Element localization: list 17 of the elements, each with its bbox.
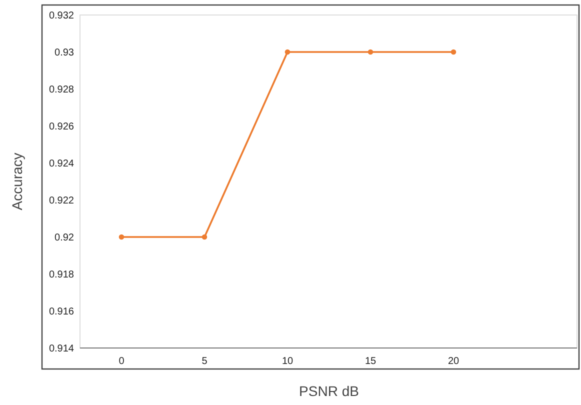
y-tick-label: 0.92	[54, 232, 74, 244]
x-axis-title: PSNR dB	[299, 383, 359, 399]
x-tick-label: 0	[118, 356, 125, 367]
x-tick-label: 5	[202, 356, 208, 367]
y-tick-label: 0.922	[48, 196, 74, 206]
y-tick-label: 0.916	[48, 306, 74, 318]
y-tick-label: 0.926	[48, 122, 74, 132]
y-tick-label: 0.93	[54, 48, 74, 58]
y-tick-label: 0.914	[48, 344, 74, 354]
y-tick-label: 0.924	[48, 158, 74, 170]
y-tick-label: 0.918	[48, 270, 74, 280]
y-tick-label: 0.932	[48, 10, 74, 22]
y-tick-label: 0.928	[48, 84, 74, 96]
y-axis-title: Accuracy	[9, 152, 25, 210]
x-tick-label: 15	[364, 356, 376, 367]
x-tick-label: 10	[282, 356, 294, 367]
x-tick-label: 20	[448, 356, 460, 367]
